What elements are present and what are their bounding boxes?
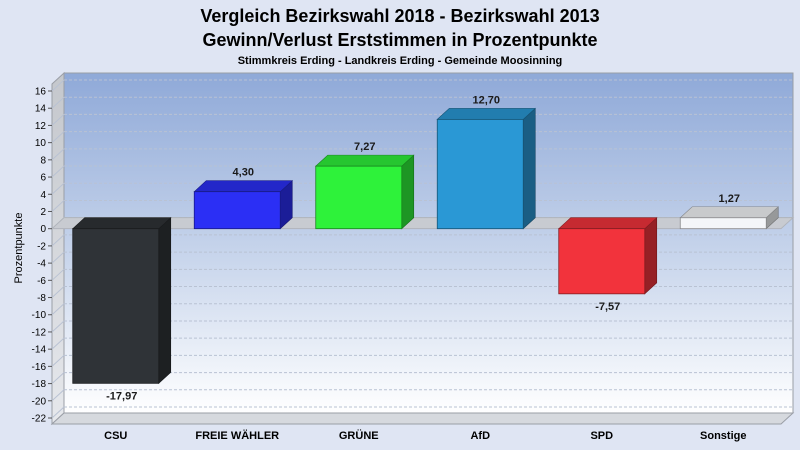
bars: -17,97 4,30 7,27 12,70 -7,57 1,27 bbox=[71, 94, 780, 402]
gridline-side bbox=[51, 389, 65, 402]
gridline-side bbox=[51, 114, 65, 126]
gridline-side bbox=[51, 79, 65, 92]
bar-csu bbox=[71, 217, 172, 385]
gridline-side bbox=[51, 268, 65, 281]
plot-back-wall bbox=[63, 72, 794, 414]
gridline-side bbox=[51, 320, 65, 333]
x-tick-label: CSU bbox=[104, 430, 127, 442]
data-label: -17,97 bbox=[106, 390, 137, 402]
y-tick-label: -8 bbox=[37, 293, 46, 304]
bar-side bbox=[522, 107, 536, 230]
gridline-side bbox=[51, 372, 65, 384]
gridline-side bbox=[51, 251, 65, 264]
gridline-side bbox=[51, 165, 65, 178]
gridline-side bbox=[51, 131, 65, 144]
bar-sonstige bbox=[679, 206, 780, 230]
y-tick-label: 10 bbox=[35, 138, 47, 149]
x-axis: CSU FREIE WÄHLER GRÜNE AfD SPD Sonstige bbox=[104, 429, 746, 442]
bar-front bbox=[315, 165, 403, 230]
bar-top bbox=[679, 206, 780, 219]
bar-side bbox=[401, 154, 415, 230]
bar-front bbox=[436, 118, 524, 230]
chart-caption: Stimmkreis Erding - Landkreis Erding - G… bbox=[238, 55, 563, 67]
y-tick-label: -20 bbox=[32, 396, 47, 407]
y-tick-label: 6 bbox=[40, 173, 46, 184]
y-tick-label: -12 bbox=[32, 327, 47, 338]
y-tick-label: -22 bbox=[32, 414, 47, 425]
chart-title: Vergleich Bezirkswahl 2018 - Bezirkswahl… bbox=[200, 6, 599, 26]
chart-subtitle: Gewinn/Verlust Erststimmen in Prozentpun… bbox=[202, 30, 597, 50]
bar-top bbox=[557, 217, 658, 229]
y-axis: 16 14 12 10 8 6 4 2 0 -2 -4 -6 -8 -10 -12 -14 -16 -18 -20 -… bbox=[32, 87, 52, 425]
gridline-side bbox=[51, 354, 65, 367]
y-tick-label: -14 bbox=[32, 345, 47, 356]
bar-freie-wähler bbox=[193, 179, 294, 230]
y-axis-label: Prozentpunkte bbox=[13, 213, 25, 284]
y-tick-label: 16 bbox=[35, 87, 47, 98]
bar-grüne bbox=[314, 154, 415, 230]
y-tick-label: -16 bbox=[32, 362, 47, 373]
y-tick-label: -18 bbox=[32, 379, 47, 390]
plot-side-wall bbox=[51, 71, 65, 426]
gridline-side bbox=[51, 406, 65, 419]
bar-spd bbox=[557, 217, 658, 295]
bar-front bbox=[679, 217, 767, 230]
bar-front bbox=[72, 228, 160, 384]
gridline-side bbox=[51, 200, 65, 212]
data-label: 4,30 bbox=[233, 167, 254, 179]
bar-front bbox=[193, 191, 281, 230]
y-tick-label: -2 bbox=[37, 241, 46, 252]
bar-top bbox=[193, 180, 294, 192]
gridline-side bbox=[51, 96, 65, 109]
data-label: 7,27 bbox=[354, 141, 375, 153]
y-tick-label: 0 bbox=[40, 224, 46, 235]
y-tick-label: 8 bbox=[40, 155, 46, 166]
x-tick-label: AfD bbox=[470, 430, 490, 442]
bar-side bbox=[158, 217, 172, 385]
data-label: 1,27 bbox=[719, 193, 740, 205]
data-label: -7,57 bbox=[595, 301, 620, 313]
y-tick-label: 14 bbox=[35, 104, 47, 115]
bar-side bbox=[644, 217, 658, 295]
x-tick-label: FREIE WÄHLER bbox=[195, 429, 279, 442]
bar-top bbox=[436, 108, 537, 120]
y-tick-label: -4 bbox=[37, 259, 46, 270]
x-tick-label: SPD bbox=[590, 430, 613, 442]
gridline-side bbox=[51, 303, 65, 316]
x-tick-label: Sonstige bbox=[700, 430, 746, 442]
data-label: 12,70 bbox=[472, 94, 500, 106]
plot-floor bbox=[50, 412, 795, 425]
bar-afd bbox=[436, 107, 537, 230]
gridline-side bbox=[51, 286, 65, 298]
gridline-side bbox=[51, 148, 65, 161]
y-tick-label: 4 bbox=[40, 190, 46, 201]
gridline-side bbox=[51, 234, 65, 247]
y-tick-label: -10 bbox=[32, 310, 47, 321]
gridline-side bbox=[51, 182, 65, 195]
bar-top bbox=[71, 217, 172, 229]
bar-top bbox=[314, 154, 415, 167]
y-tick-label: 12 bbox=[35, 121, 47, 132]
y-tick-label: -6 bbox=[37, 276, 46, 287]
x-tick-label: GRÜNE bbox=[339, 429, 379, 442]
y-tick-label: 2 bbox=[40, 207, 46, 218]
bar-front bbox=[558, 228, 646, 295]
gridline-side bbox=[51, 337, 65, 350]
